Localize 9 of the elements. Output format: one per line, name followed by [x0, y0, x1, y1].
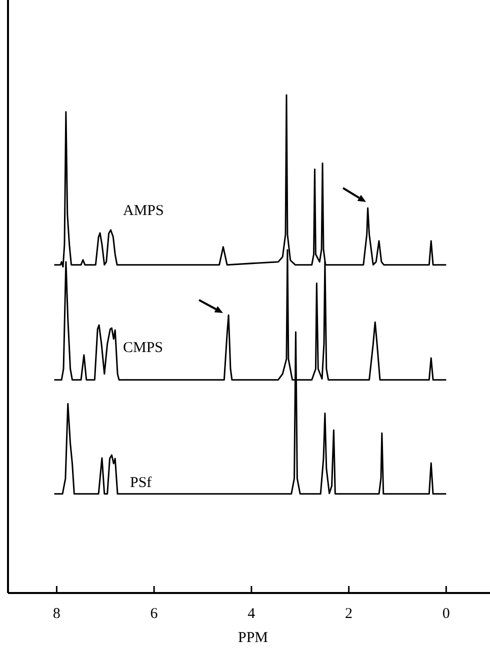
series-label: CMPS [123, 340, 164, 356]
x-tick-label: 2 [345, 606, 353, 622]
x-tick-label: 8 [52, 606, 60, 622]
x-tick-label: 6 [150, 606, 158, 622]
x-axis-title: PPM [238, 630, 268, 646]
series-label: AMPS [123, 203, 164, 219]
series-label: PSf [130, 475, 152, 491]
x-tick-label: 4 [248, 606, 256, 622]
x-tick-label: 0 [442, 606, 450, 622]
